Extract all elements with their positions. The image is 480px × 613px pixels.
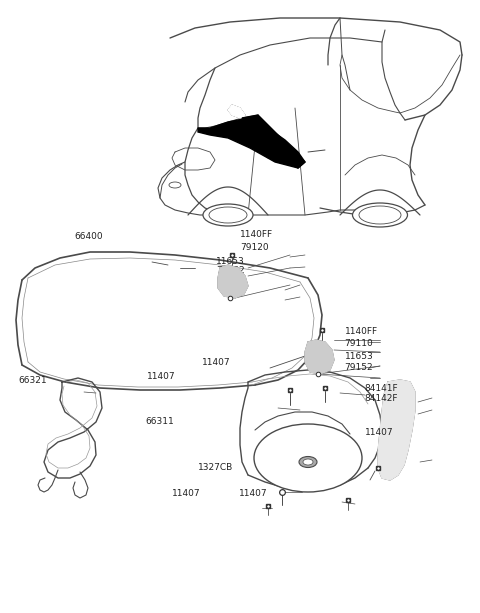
Text: 1140FF: 1140FF	[345, 327, 378, 335]
Polygon shape	[198, 118, 305, 168]
Ellipse shape	[352, 203, 408, 227]
Text: 11407: 11407	[172, 489, 201, 498]
Text: 66400: 66400	[74, 232, 103, 240]
Ellipse shape	[209, 207, 247, 223]
Text: 79110: 79110	[345, 339, 373, 348]
Polygon shape	[218, 265, 248, 298]
Polygon shape	[228, 105, 245, 118]
Polygon shape	[305, 340, 334, 374]
Text: 66311: 66311	[145, 417, 174, 425]
Ellipse shape	[303, 459, 313, 465]
Ellipse shape	[299, 457, 317, 468]
Text: 1140FF: 1140FF	[240, 230, 273, 239]
Text: 11407: 11407	[365, 428, 394, 436]
Text: 79152: 79152	[345, 363, 373, 371]
Text: 11653: 11653	[216, 257, 245, 265]
Polygon shape	[242, 115, 305, 168]
Text: 11653: 11653	[345, 352, 373, 361]
Text: 84141F: 84141F	[365, 384, 398, 392]
Text: 84142F: 84142F	[365, 394, 398, 403]
Ellipse shape	[169, 182, 181, 188]
Text: 11407: 11407	[239, 489, 268, 498]
Ellipse shape	[203, 204, 253, 226]
Text: 11407: 11407	[202, 359, 230, 367]
Ellipse shape	[254, 424, 362, 492]
Polygon shape	[378, 380, 415, 480]
Text: 66321: 66321	[18, 376, 47, 384]
Text: 11407: 11407	[147, 373, 176, 381]
Ellipse shape	[359, 206, 401, 224]
Text: 79152: 79152	[216, 267, 245, 275]
Text: 1327CB: 1327CB	[198, 463, 233, 472]
Text: 79120: 79120	[240, 243, 269, 251]
